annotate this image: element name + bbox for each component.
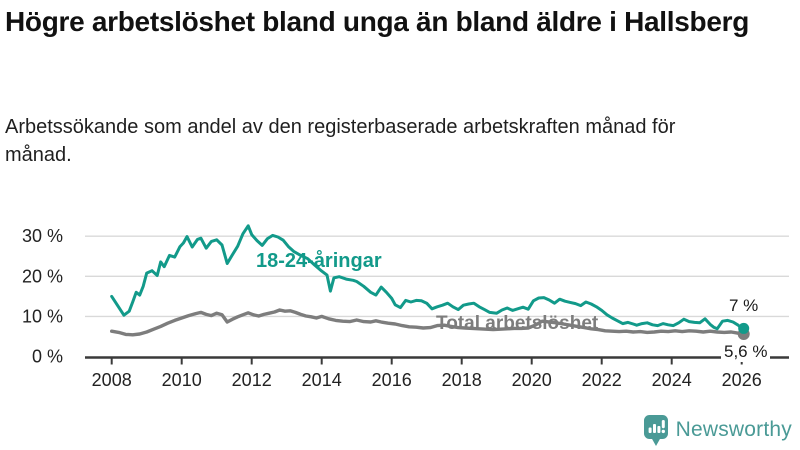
x-axis-label: 2020 (512, 370, 552, 390)
newsworthy-logo-text: Newsworthy (675, 418, 792, 441)
x-axis-label: 2026 (722, 370, 762, 390)
page-title: Högre arbetslöshet bland unga än bland ä… (5, 6, 750, 37)
y-axis-label: 0 % (32, 347, 63, 367)
end-value-label-youth: 7 % (729, 296, 759, 315)
x-axis-label: 2010 (162, 370, 202, 390)
chart-subtitle: Arbetssökande som andel av den registerb… (5, 116, 676, 166)
x-axis-label: 2022 (582, 370, 622, 390)
series-line-youth (110, 224, 744, 331)
x-axis-label: 2018 (442, 370, 482, 390)
series-label-total: Total arbetslöshet (436, 313, 599, 334)
newsworthy-logo-icon (643, 414, 668, 446)
series-end-dot-youth (738, 322, 750, 334)
y-axis-label: 30 % (22, 226, 63, 246)
x-axis-label: 2024 (652, 370, 692, 390)
x-axis-label: 2008 (92, 370, 132, 390)
end-value-label-total: 5,6 % (721, 342, 771, 362)
x-axis-label: 2014 (302, 370, 342, 390)
x-axis-label: 2012 (232, 370, 272, 390)
newsworthy-logo: Newsworthy (643, 413, 792, 447)
y-axis-label: 20 % (22, 266, 63, 286)
series-label-youth: 18-24-åringar (256, 250, 382, 272)
series-line-total (110, 308, 744, 337)
y-axis-label: 10 % (22, 306, 63, 326)
x-axis-label: 2016 (372, 370, 412, 390)
